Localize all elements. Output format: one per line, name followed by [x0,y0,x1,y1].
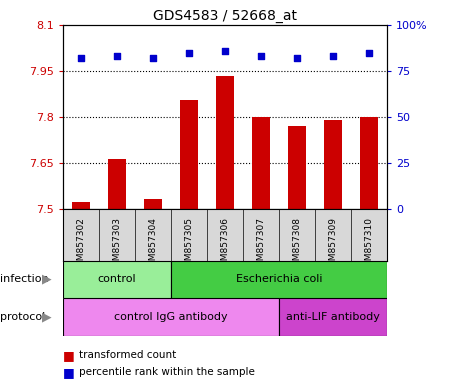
Text: ■: ■ [63,366,75,379]
Text: protocol: protocol [0,312,45,322]
Bar [279,298,387,336]
Text: GSM857304: GSM857304 [148,217,157,272]
Text: transformed count: transformed count [79,350,176,360]
Text: ▶: ▶ [42,273,52,286]
Title: GDS4583 / 52668_at: GDS4583 / 52668_at [153,8,297,23]
Text: GSM857302: GSM857302 [76,217,86,272]
Text: infection: infection [0,274,49,285]
Text: ▶: ▶ [42,310,52,323]
Point [365,50,373,56]
Point [293,55,301,61]
Point [77,55,85,61]
Text: GSM857308: GSM857308 [292,217,302,272]
Text: GSM857307: GSM857307 [256,217,266,272]
Text: GSM857305: GSM857305 [184,217,194,272]
Point [185,50,193,56]
Point [149,55,157,61]
Bar [180,100,198,209]
Text: percentile rank within the sample: percentile rank within the sample [79,367,255,377]
Bar [360,117,378,209]
Bar [324,120,342,209]
Point [257,53,265,60]
Bar [252,117,270,209]
Bar [171,261,387,298]
Bar [288,126,306,209]
Bar [216,76,234,209]
Bar [63,261,171,298]
Text: control: control [98,274,136,285]
Text: ■: ■ [63,349,75,362]
Text: GSM857303: GSM857303 [112,217,122,272]
Bar [63,298,279,336]
Text: GSM857310: GSM857310 [364,217,373,272]
Text: control IgG antibody: control IgG antibody [114,312,228,322]
Text: Escherichia coli: Escherichia coli [236,274,322,285]
Point [329,53,337,60]
Point [221,48,229,54]
Bar [72,202,90,209]
Text: GSM857309: GSM857309 [328,217,338,272]
Bar [144,199,162,209]
Point [113,53,121,60]
Text: GSM857306: GSM857306 [220,217,230,272]
Text: anti-LIF antibody: anti-LIF antibody [286,312,380,322]
Bar [108,159,126,209]
